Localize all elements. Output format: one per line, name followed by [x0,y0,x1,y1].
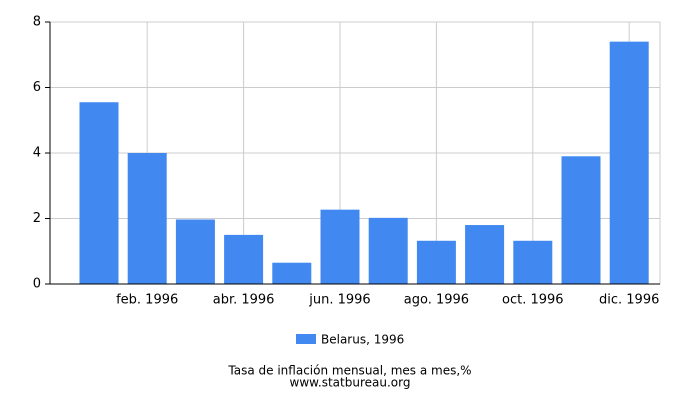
bar [79,102,119,284]
x-tick-label: abr. 1996 [213,293,275,308]
y-tick-label: 4 [33,146,41,161]
x-tick-label: jun. 1996 [308,293,370,308]
x-tick-label: oct. 1996 [502,293,564,308]
y-tick-label: 8 [33,15,41,30]
y-tick-label: 2 [33,211,41,226]
bar [175,219,215,284]
bar [561,156,601,284]
y-tick-label: 0 [33,277,41,292]
bar [609,41,649,285]
bar [224,234,264,284]
x-tick-label: dic. 1996 [599,293,659,308]
bar [416,240,456,284]
bar [272,262,312,284]
x-tick-label: feb. 1996 [116,293,178,308]
x-tick-label: ago. 1996 [404,293,469,308]
legend-label: Belarus, 1996 [321,333,404,347]
source: www.statbureau.org [290,376,411,390]
y-tick-label: 6 [33,80,41,95]
bar [513,240,553,284]
bar [320,209,360,284]
bar [127,153,167,284]
bar [465,225,505,284]
chart-title: Tasa de inflación mensual, mes a mes,% [227,364,471,378]
legend-swatch [296,334,316,344]
bar [368,217,408,284]
